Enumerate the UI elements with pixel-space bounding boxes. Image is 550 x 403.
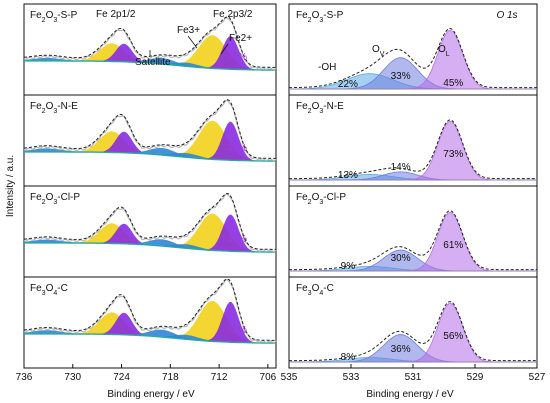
ov-label: OV xyxy=(372,44,385,58)
ov-percent-label: 36% xyxy=(391,344,411,355)
fe2p-panel: Fe2O3-Cl-P 46% xyxy=(23,185,277,278)
fit-envelope xyxy=(289,27,537,89)
fit-envelope xyxy=(289,301,537,362)
satellite-peak xyxy=(24,147,276,162)
fit-envelope xyxy=(289,210,537,271)
fe2p-chart: Fe2O3-S-P 44% Fe2O3-N-E 35% Fe2O3-Cl-P 46% Fe3… xyxy=(16,3,277,383)
fe2p12-label: Fe 2p1/2 xyxy=(96,9,136,20)
fe2-pointer xyxy=(220,43,229,55)
oh-percent-label: 22% xyxy=(338,79,358,90)
ov-percent-label: 33% xyxy=(391,71,411,82)
background-line xyxy=(24,60,277,71)
satellite-peak-2 xyxy=(24,330,276,344)
ov-peak xyxy=(289,334,537,363)
x-tick-label: 730 xyxy=(64,372,81,383)
panel-frame xyxy=(23,276,277,369)
fe2p-panel: Fe3O4-C 45% xyxy=(23,276,277,369)
x-tick-label: 535 xyxy=(281,372,298,383)
x-tick-label: 724 xyxy=(113,372,130,383)
ov-peak xyxy=(289,249,537,272)
o1s-title: O 1s xyxy=(496,10,517,21)
fe2p-panel: Fe2O3-S-P 44% xyxy=(23,3,277,96)
panel-label: Fe2O3-N-E xyxy=(30,101,78,115)
x-tick-label: 706 xyxy=(260,372,277,383)
fe2-percent-label: 35% xyxy=(227,143,247,154)
left-x-axis-label: Binding energy / eV xyxy=(107,389,195,400)
fe2p32-label: Fe 2p3/2 xyxy=(213,9,253,20)
o1s-annotations: -OH OV OL xyxy=(318,44,450,73)
fit-envelope xyxy=(289,119,537,180)
ov-percent-label: 30% xyxy=(391,253,411,264)
o1s-x-axis: 535 533 531 529 527 xyxy=(281,364,546,383)
fe2-2p32 xyxy=(24,121,276,162)
fe2-label: Fe2+ xyxy=(229,33,252,44)
satellite-peak-2 xyxy=(24,148,276,162)
fe2-percent-label: 45% xyxy=(227,325,247,336)
x-tick-label: 527 xyxy=(529,372,546,383)
o1s-panel: Fe2O3-N-E 13% 14% 73% xyxy=(288,94,538,187)
o1s-chart: Fe2O3-S-P22%33%45%Fe2O3-N-E13%14%73%Fe2O… xyxy=(281,3,546,383)
right-x-axis-label: Binding energy / eV xyxy=(366,389,454,400)
satellite-peak xyxy=(24,239,276,253)
fe3-2p32 xyxy=(24,213,276,253)
panel-label: Fe2O3-S-P xyxy=(30,10,78,24)
oh-percent-label: 8% xyxy=(341,352,356,363)
panel-label: Fe3O4-C xyxy=(296,283,334,297)
background-line xyxy=(24,333,277,344)
o1s-panel: Fe3O4-C 8% 36% 56% xyxy=(288,276,538,369)
fe2-2p32 xyxy=(24,301,276,344)
fit-envelope xyxy=(23,278,276,341)
x-tick-label: 736 xyxy=(16,372,33,383)
oh-percent-label: 13% xyxy=(338,170,358,181)
satellite-peak xyxy=(24,57,276,71)
fe-annotations: Fe 2p1/2 Fe 2p3/2 Fe3+ Fe2+ Satellite xyxy=(96,9,253,68)
left-y-axis-label: Intensity / a.u. xyxy=(5,155,16,217)
satellite-label: Satellite xyxy=(135,57,171,68)
ol-percent-label: 73% xyxy=(443,149,463,160)
x-tick-label: 529 xyxy=(467,372,484,383)
fit-envelope xyxy=(23,16,276,68)
raw-spectrum xyxy=(23,278,277,344)
fe2-percent-label: 44% xyxy=(227,52,247,63)
fe2p-panel: Fe2O3-N-E 35% xyxy=(23,94,277,187)
oh-label: -OH xyxy=(318,62,336,73)
ov-percent-label: 14% xyxy=(391,162,411,173)
fit-envelope xyxy=(23,192,276,250)
fe2-2p32 xyxy=(24,214,276,253)
x-tick-label: 718 xyxy=(162,372,179,383)
fe2-2p32 xyxy=(24,36,276,71)
panel-label: Fe3O4-C xyxy=(30,283,68,297)
panel-label: Fe2O3-Cl-P xyxy=(30,192,80,206)
background-line xyxy=(24,151,277,162)
x-tick-label: 712 xyxy=(211,372,228,383)
raw-spectrum xyxy=(23,99,277,162)
fit-envelope xyxy=(23,99,276,159)
ol-percent-label: 61% xyxy=(443,240,463,251)
panel-label: Fe2O3-N-E xyxy=(296,101,344,115)
fe3-2p32 xyxy=(24,35,276,71)
satellite-peak-2 xyxy=(24,239,276,253)
ol-label: OL xyxy=(438,44,450,58)
satellite-peak xyxy=(24,329,276,344)
background-line xyxy=(24,242,277,253)
fe3-pointer xyxy=(187,35,198,49)
satellite-peak-2 xyxy=(24,57,276,71)
fe3-2p32 xyxy=(24,300,276,344)
oh-percent-label: 9% xyxy=(341,261,356,272)
fe2p-x-axis: 736 730 724 718 712 706 xyxy=(16,364,277,383)
fe3-2p32 xyxy=(24,120,276,162)
fe2-percent-label: 46% xyxy=(227,234,247,245)
panel-label: Fe2O3-S-P xyxy=(296,10,344,24)
o1s-panel: Fe2O3-Cl-P 9% 30% 61% xyxy=(288,185,538,278)
panel-label: Fe2O3-Cl-P xyxy=(296,192,346,206)
ol-percent-label: 45% xyxy=(443,78,463,89)
ol-percent-label: 56% xyxy=(443,331,463,342)
x-tick-label: 533 xyxy=(343,372,360,383)
fe3-label: Fe3+ xyxy=(177,25,200,36)
x-tick-label: 531 xyxy=(405,372,422,383)
